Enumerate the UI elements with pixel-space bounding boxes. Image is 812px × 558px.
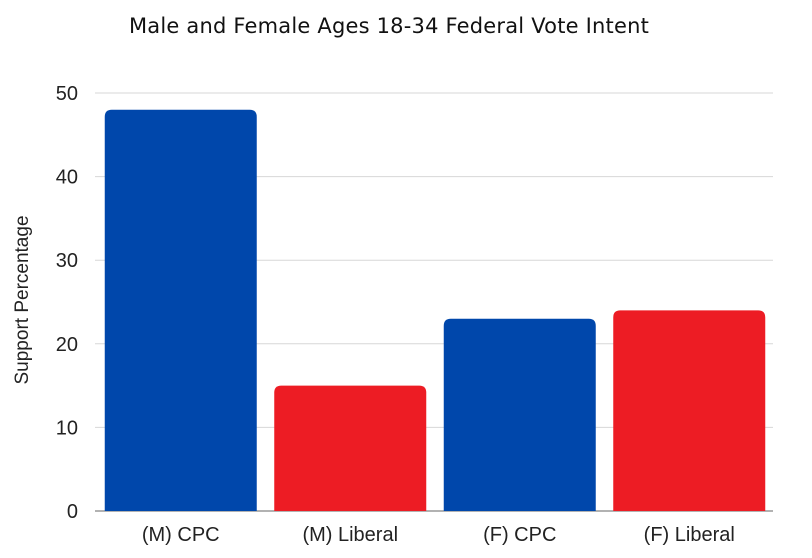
y-tick-label: 10	[56, 417, 78, 439]
y-axis-label: Support Percentage	[12, 215, 33, 384]
bars	[104, 109, 766, 511]
bar	[104, 109, 257, 511]
y-tick-label: 0	[67, 501, 78, 523]
x-tick-label: (F) CPC	[483, 524, 556, 546]
bar	[613, 310, 766, 511]
y-tick-label: 40	[56, 167, 78, 189]
x-tick-label: (F) Liberal	[644, 524, 735, 546]
x-tick-label: (M) Liberal	[302, 524, 398, 546]
y-axis-ticks: 0 10 20 30 40 50	[56, 83, 78, 523]
y-tick-label: 30	[56, 250, 78, 272]
bar	[274, 385, 427, 511]
x-tick-label: (M) CPC	[142, 524, 220, 546]
chart-title-text: Male and Female Ages 18-34 Federal Vote …	[128, 14, 650, 38]
y-tick-label: 50	[56, 83, 78, 105]
x-axis-ticks: (M) CPC (M) Liberal (F) CPC (F) Liberal	[142, 524, 735, 546]
y-tick-label: 20	[56, 334, 78, 356]
bar	[443, 318, 596, 511]
chart-title: Male and Female Ages 18-34 Federal Vote …	[0, 14, 812, 38]
